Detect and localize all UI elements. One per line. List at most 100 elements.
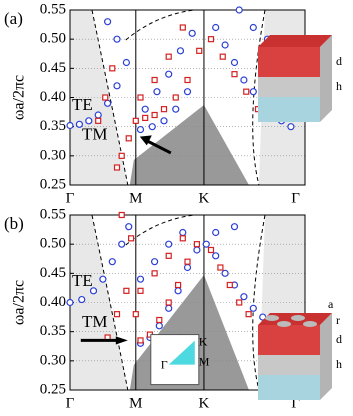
y-tick-label: 0.25 [40, 176, 66, 192]
te-point [125, 223, 133, 231]
tm-point [156, 316, 163, 324]
te-point [66, 298, 74, 307]
slab-front-d [258, 47, 320, 77]
slab-side [320, 313, 332, 400]
slab-front-sub [258, 375, 320, 400]
te-point [148, 123, 156, 131]
te-point [108, 258, 116, 266]
bz-triangle [168, 340, 195, 365]
y-tick-label: 0.55 [40, 1, 66, 17]
tm-point [118, 152, 125, 159]
tm-point [151, 111, 158, 119]
tm-point [151, 270, 158, 277]
tm-point [179, 24, 186, 31]
te-point [94, 111, 102, 119]
te-point [99, 275, 107, 283]
te-point [89, 287, 98, 295]
tm-point [231, 71, 238, 78]
inset-label: a [328, 297, 334, 311]
tm-point [137, 287, 144, 294]
tm-point [165, 53, 172, 60]
tm-point [219, 53, 226, 60]
bz-label: Γ [161, 357, 168, 371]
tm-point [193, 241, 200, 248]
te-point [160, 117, 168, 125]
te-point [221, 269, 229, 277]
te-point [183, 263, 192, 272]
tm-point [142, 114, 149, 122]
te-point [85, 117, 93, 125]
te-point [75, 120, 84, 128]
below-cone-region [129, 105, 249, 185]
slab-side [320, 35, 332, 122]
te-point [221, 41, 229, 49]
y-tick-label: 0.50 [40, 31, 66, 47]
te-point [103, 18, 112, 26]
te-point [212, 23, 220, 32]
light-line [91, 9, 129, 186]
y-tick-label: 0.35 [40, 323, 66, 339]
tm-point [196, 47, 203, 54]
x-tick-label: Γ [291, 190, 300, 206]
te-point [188, 29, 196, 37]
te-point [174, 287, 182, 295]
tm-point [207, 246, 215, 254]
te-point [113, 82, 121, 90]
y-tick-label: 0.30 [40, 352, 66, 368]
te-point [118, 240, 126, 248]
light-line [91, 214, 129, 391]
slab-top [258, 35, 332, 47]
tm-point [132, 117, 139, 124]
te-point [287, 123, 295, 131]
te-point [172, 105, 180, 113]
te-point [136, 125, 145, 134]
tm-point [109, 65, 116, 72]
te-point [183, 88, 192, 96]
te-point [249, 23, 257, 32]
tm-point [113, 311, 121, 318]
tm-point [137, 94, 144, 101]
te-point [141, 105, 149, 113]
panel-label: (b) [4, 214, 24, 233]
y-tick-label: 0.50 [40, 236, 66, 252]
y-tick-label: 0.25 [40, 381, 66, 397]
inset-label: r [336, 313, 340, 327]
y-axis-label: ωa/2πc [11, 280, 28, 325]
x-tick-label: M [129, 395, 142, 411]
arrow-head [139, 135, 152, 146]
te-point [165, 240, 173, 248]
te-point [153, 88, 161, 96]
tm-point [236, 299, 243, 306]
tm-point [125, 135, 132, 142]
slab-front-d [258, 325, 320, 355]
y-axis-label: ωa/2πc [11, 75, 28, 120]
y-tick-label: 0.45 [40, 60, 66, 76]
te-point [66, 121, 74, 130]
tm-point [113, 164, 121, 171]
inset-label: h [336, 79, 342, 93]
te-point [122, 58, 131, 67]
tm-point [160, 106, 168, 113]
tm-point [118, 211, 125, 219]
te-point [240, 76, 248, 84]
te-point [136, 275, 145, 283]
te-point [249, 88, 257, 96]
y-tick-label: 0.30 [40, 147, 66, 163]
tm-point [132, 311, 139, 318]
tm-point [137, 337, 144, 344]
te-point [235, 6, 243, 14]
inset-label: d [336, 54, 342, 68]
bz-label: M [199, 354, 210, 368]
te-point [249, 304, 257, 312]
te-point [230, 223, 239, 231]
legend-te: TE [72, 95, 93, 114]
slab-front-h [258, 355, 320, 375]
tm-point [245, 311, 252, 318]
hole [291, 315, 305, 321]
light-line [125, 9, 195, 41]
light-cone-left [70, 10, 128, 185]
hole [303, 321, 317, 327]
te-point [193, 246, 201, 254]
tm-point [243, 88, 250, 95]
